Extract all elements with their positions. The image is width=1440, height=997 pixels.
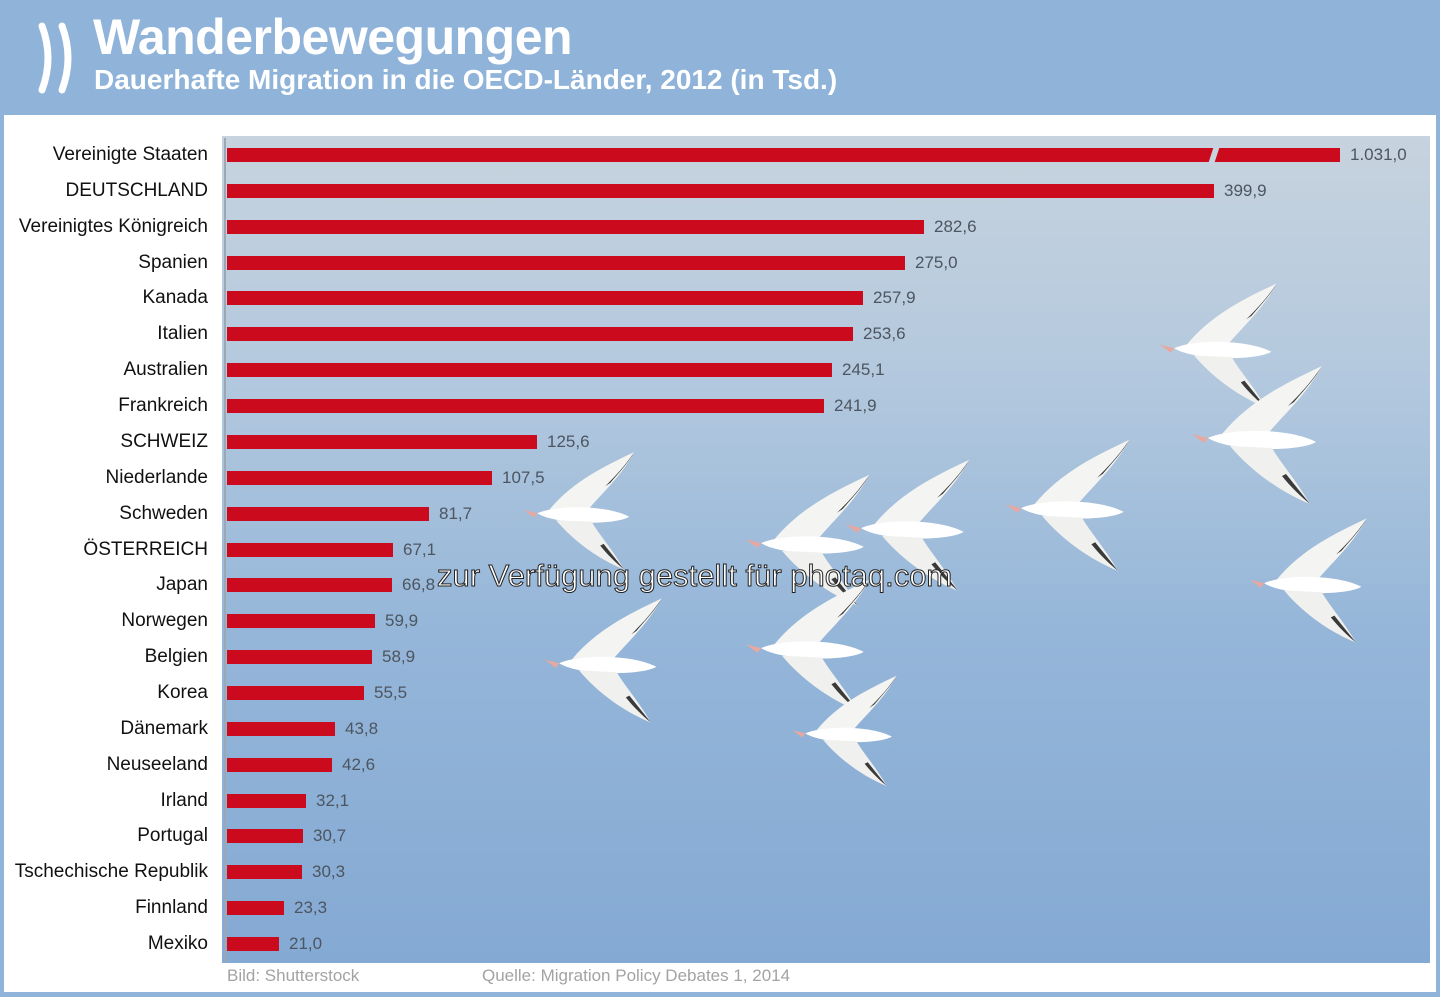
value-label: 42,6 — [342, 754, 376, 774]
bar — [227, 721, 335, 736]
value-label: 58,9 — [382, 647, 416, 667]
category-label: Finnland — [135, 897, 208, 919]
value-label: 67,1 — [403, 539, 437, 559]
watermark-text: zur Verfügung gestellt für photaq.com — [436, 558, 953, 594]
category-label: Mexiko — [147, 933, 208, 954]
category-label: Portugal — [137, 825, 208, 847]
value-label: 81,7 — [439, 503, 473, 523]
category-axis-line — [224, 138, 226, 962]
value-label: 21,0 — [289, 934, 323, 953]
category-label: Vereinigte Staaten — [52, 144, 208, 165]
chart-subtitle: Dauerhafte Migration in die OECD-Länder,… — [94, 64, 838, 95]
bar — [227, 327, 853, 342]
bar — [227, 793, 306, 808]
source-note: Quelle: Migration Policy Debates 1, 2014 — [482, 966, 791, 985]
header: Wanderbewegungen Dauerhafte Migration in… — [0, 0, 1440, 112]
bar — [227, 937, 279, 951]
value-label: 66,8 — [402, 575, 436, 595]
category-label: Irland — [160, 789, 208, 811]
category-label: Korea — [157, 681, 208, 703]
category-label: Belgien — [144, 646, 208, 668]
value-label: 257,9 — [873, 288, 916, 308]
bar — [227, 506, 429, 521]
bar — [227, 470, 492, 485]
category-label: Vereinigtes Königreich — [18, 215, 208, 237]
bar — [227, 650, 372, 665]
value-label: 32,1 — [316, 790, 350, 810]
category-label: DEUTSCHLAND — [65, 179, 208, 201]
category-label: Spanien — [138, 251, 208, 273]
category-label: Neuseeland — [106, 753, 208, 775]
bar — [227, 865, 302, 880]
value-label: 253,6 — [863, 324, 906, 344]
bar — [227, 255, 905, 270]
value-label: 245,1 — [842, 360, 885, 380]
bar — [227, 685, 364, 700]
category-label: SCHWEIZ — [120, 430, 208, 452]
category-label: Japan — [156, 574, 208, 596]
category-label: Dänemark — [120, 717, 208, 739]
category-label: ÖSTERREICH — [83, 538, 208, 560]
bar — [227, 434, 537, 449]
oecd-chevrons-logo-icon — [38, 22, 72, 94]
value-label: 125,6 — [547, 431, 590, 451]
category-label: Italien — [157, 323, 208, 345]
bar — [227, 614, 375, 629]
bar — [227, 757, 332, 772]
bar — [227, 148, 1340, 162]
value-label: 399,9 — [1224, 180, 1267, 200]
bar — [227, 399, 824, 414]
value-label: 55,5 — [374, 682, 408, 702]
category-label: Frankreich — [118, 395, 208, 417]
bar — [227, 219, 924, 234]
category-label: Australien — [123, 359, 209, 381]
value-label: 282,6 — [934, 216, 977, 236]
category-label: Kanada — [142, 287, 208, 309]
value-label: 30,7 — [313, 826, 347, 846]
category-label: Norwegen — [121, 610, 208, 632]
category-label: Niederlande — [105, 466, 208, 488]
bar — [227, 578, 392, 593]
bar — [227, 183, 1214, 198]
bar — [227, 542, 393, 557]
bar — [227, 363, 832, 378]
value-label: 23,3 — [294, 898, 328, 918]
value-label: 107,5 — [502, 467, 545, 487]
value-label: 241,9 — [834, 396, 877, 416]
bar — [227, 901, 284, 916]
category-label: Schweden — [119, 502, 208, 524]
chart-title: Wanderbewegungen — [93, 9, 573, 65]
value-label: 59,9 — [385, 611, 419, 631]
bar — [227, 829, 303, 844]
value-label: 30,3 — [312, 862, 346, 882]
category-label: Tschechische Republik — [14, 861, 208, 883]
bar — [227, 291, 863, 306]
value-label: 275,0 — [915, 252, 958, 272]
image-credit: Bild: Shutterstock — [227, 966, 360, 985]
value-label: 1.031,0 — [1350, 145, 1407, 164]
value-label: 43,8 — [345, 718, 379, 738]
